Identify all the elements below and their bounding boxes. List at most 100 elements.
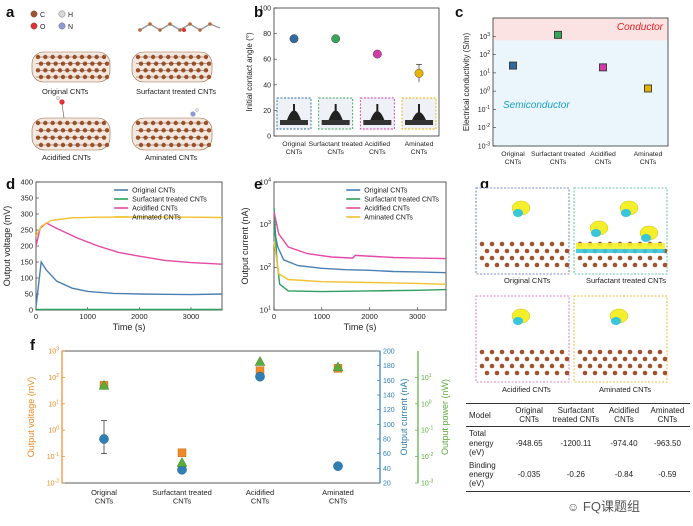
panel-c: c 10-3 10-2 10-1 100 101 102 103 Electrical con… xyxy=(455,0,693,172)
charge-depletion xyxy=(641,234,651,242)
cnt-acidified xyxy=(31,117,111,151)
carbon-atom xyxy=(544,356,550,362)
output-summary-chart: 10-2 10-1 100 101 102 103 Output voltage (mV) 2… xyxy=(26,347,450,506)
y-tick-label: 103 xyxy=(479,32,490,41)
charge-depletion xyxy=(513,317,523,325)
carbon-atom xyxy=(539,255,545,261)
substrate xyxy=(280,120,308,125)
x-category-label: CNTs xyxy=(173,497,192,506)
carbon-atom xyxy=(652,356,658,362)
charge-density-box xyxy=(573,295,668,383)
table-row-label: Binding energy (eV) xyxy=(469,460,496,489)
y-tick-label: 101 xyxy=(260,306,271,315)
chain-atom xyxy=(138,28,142,32)
energy-table-header: Model Original CNTs Surfactant treated C… xyxy=(466,404,690,427)
output-current-chart: 0 1000 2000 3000 101 102 103 104 Time (s) Output … xyxy=(240,178,447,332)
watermark: ☺ FQ课题组 xyxy=(567,496,640,515)
x-category-label: CNTs xyxy=(411,149,428,156)
chain-atom xyxy=(178,28,182,32)
atom-O-label: O xyxy=(40,24,46,31)
g-caption-aminated: Aminated CNTs xyxy=(599,385,652,394)
voltage-axis-label: Output voltage (mV) xyxy=(26,377,36,458)
legend-label: Surfactant treated CNTs xyxy=(132,197,207,204)
carbon-atom xyxy=(632,356,638,362)
atom-N-marker xyxy=(58,22,66,30)
carbon-atom xyxy=(637,363,643,369)
caption-acidified: Acidified CNTs xyxy=(42,153,91,162)
y-tick-label: 350 xyxy=(20,194,33,203)
power-point xyxy=(98,379,110,390)
carbon-atom xyxy=(504,370,510,376)
nitrogen-atom xyxy=(190,111,196,117)
carbon-atom xyxy=(662,356,668,362)
carbon-atom xyxy=(489,241,495,247)
carbon-atom xyxy=(206,61,212,66)
carbon-atom xyxy=(529,349,535,355)
y-tick-label: 60 xyxy=(263,57,271,64)
semiconductor-annotation: Semiconductor xyxy=(503,100,570,111)
carbon-atom xyxy=(549,363,555,369)
g-caption-acidified: Acidified CNTs xyxy=(502,385,551,394)
carbon-atom xyxy=(622,356,628,362)
needle xyxy=(376,104,379,114)
energy-table: Model Original CNTs Surfactant treated C… xyxy=(466,403,690,492)
y-tick-label: 40 xyxy=(263,82,271,89)
carbon-atom xyxy=(607,255,613,261)
y-tick-label: 100 xyxy=(259,6,271,13)
y-tick-label: 120 xyxy=(383,407,395,414)
carbon-atom xyxy=(587,255,593,261)
charge-layer xyxy=(576,243,665,249)
atom-H-label: H xyxy=(68,12,73,19)
plot-frame xyxy=(61,350,381,484)
x-tick-label: 3000 xyxy=(183,312,200,321)
carbon-atom xyxy=(514,262,520,268)
carbon-atom xyxy=(642,370,648,376)
carbon-atom xyxy=(642,262,648,268)
x-category-label: Original xyxy=(282,141,306,148)
carbon-atom xyxy=(559,363,565,369)
current-point xyxy=(333,461,343,471)
carbon-atom xyxy=(509,349,515,355)
carbon-atom xyxy=(499,241,505,247)
carbon-atom xyxy=(494,262,500,268)
carbon-atom xyxy=(539,363,545,369)
panel-label-a: a xyxy=(6,4,15,21)
x-category-label: CNTs xyxy=(251,497,270,506)
x-category-label: Acidified xyxy=(364,141,390,148)
caption-original: Original CNTs xyxy=(42,87,89,96)
panel-g: g Original CNTs Surfactant treated CNTs … xyxy=(462,172,693,521)
carbon-atom xyxy=(549,255,555,261)
conductivity-chart: 10-3 10-2 10-1 100 101 102 103 Electrical condu… xyxy=(462,17,669,166)
panel-e: e 0 1000 2000 3000 101 102 103 104 Time (s) Outpu… xyxy=(232,172,460,332)
carbon-atom xyxy=(489,349,495,355)
panel-a-figure: C H O N xyxy=(30,10,221,151)
data-point xyxy=(289,34,299,44)
legend-label: Aminated CNTs xyxy=(364,215,413,222)
panel-label-g: g xyxy=(480,176,490,193)
carbon-atom xyxy=(564,262,570,268)
y-tick-label: 80 xyxy=(263,31,271,38)
carbon-atom xyxy=(602,262,608,268)
y-tick-label: 10-3 xyxy=(478,142,490,151)
legend-label: Surfactant treated CNTs xyxy=(364,197,439,204)
table-cell: -974.40 xyxy=(610,438,638,448)
carbon-atom xyxy=(494,356,500,362)
y-tick-label: 100 xyxy=(479,87,490,96)
x-category-label: Aminated xyxy=(322,488,354,497)
charge-density-box xyxy=(475,295,570,383)
chain-atom xyxy=(188,22,192,26)
series-line xyxy=(35,222,223,265)
y-tick-label: 400 xyxy=(20,178,33,187)
power-point xyxy=(254,356,266,366)
carbon-atom xyxy=(627,255,633,261)
y-tick-label: 103 xyxy=(48,347,59,356)
panel-label-b: b xyxy=(254,4,264,21)
legend-label: Acidified CNTs xyxy=(132,206,178,213)
carbon-atom xyxy=(612,262,618,268)
wechat-icon: ☺ xyxy=(567,500,580,514)
carbon-atom xyxy=(519,349,525,355)
x-tick-label: 2000 xyxy=(131,312,148,321)
y-tick-label: 103 xyxy=(260,220,271,229)
x-category-label: CNTs xyxy=(95,497,114,506)
carbon-atom xyxy=(544,262,550,268)
